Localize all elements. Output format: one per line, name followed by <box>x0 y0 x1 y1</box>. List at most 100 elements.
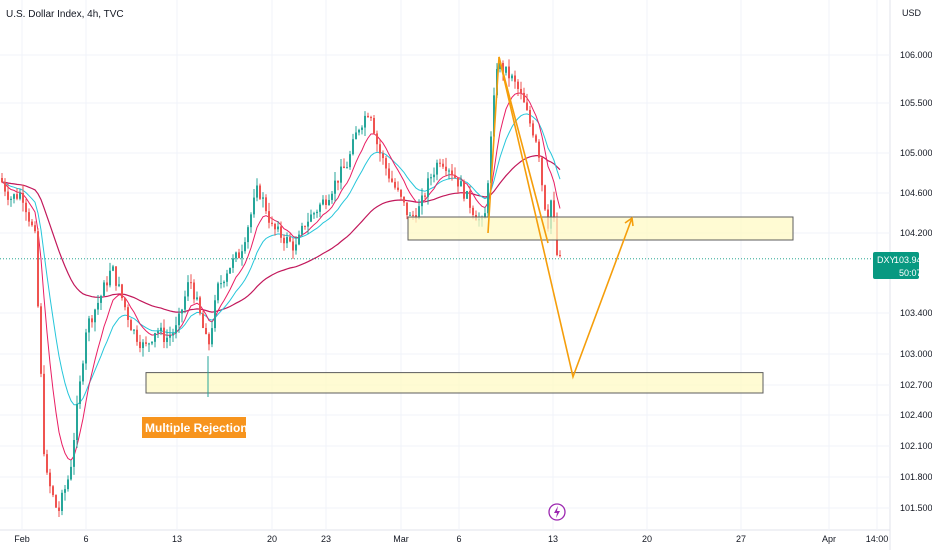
price-tick-label: 102.700 <box>900 380 932 390</box>
candle <box>370 115 372 121</box>
candle <box>208 332 210 351</box>
candle <box>508 59 510 87</box>
candle <box>361 125 363 135</box>
arrowhead <box>624 216 634 227</box>
candle <box>4 178 6 197</box>
price-tick-label: 105.000 <box>900 148 932 158</box>
candle <box>358 128 360 136</box>
candle <box>448 168 450 180</box>
candle <box>130 318 132 331</box>
candle <box>334 171 336 202</box>
candle <box>169 326 171 346</box>
projection-drawings[interactable] <box>487 56 634 380</box>
candle <box>235 251 237 263</box>
candle <box>52 484 54 498</box>
candle <box>247 225 249 249</box>
candle <box>64 485 66 501</box>
candle <box>142 339 144 357</box>
time-axis[interactable]: Feb 6 13 20 23 Mar 6 13 20 27 Apr 14:00 <box>14 534 888 544</box>
candle <box>61 489 63 516</box>
candle <box>232 254 234 273</box>
candle <box>34 221 36 234</box>
candle <box>514 70 516 89</box>
candle <box>256 178 258 202</box>
candle <box>424 192 426 201</box>
candle <box>115 266 117 291</box>
candle <box>127 304 129 328</box>
candle <box>373 115 375 135</box>
candle <box>397 181 399 192</box>
candle <box>139 334 141 353</box>
chart-grid <box>0 0 891 550</box>
annotation-multiple-rejection[interactable]: Multiple Rejection <box>142 417 248 438</box>
candle <box>535 133 537 143</box>
time-tick-label: Apr <box>822 534 836 544</box>
candle <box>76 395 78 449</box>
candle <box>82 360 84 385</box>
candle <box>466 190 468 199</box>
candle <box>253 189 255 218</box>
badge-background <box>873 252 919 279</box>
candle <box>403 196 405 206</box>
candle <box>112 264 114 272</box>
candle <box>418 199 420 220</box>
price-tick-label: 105.500 <box>900 98 932 108</box>
candle <box>388 162 390 183</box>
price-zones[interactable] <box>145 216 794 397</box>
candle <box>328 194 330 206</box>
price-tick-label: 103.400 <box>900 308 932 318</box>
candle <box>460 175 462 187</box>
candle <box>181 308 183 323</box>
candle <box>118 276 120 288</box>
time-tick-label: 6 <box>83 534 88 544</box>
candle <box>22 184 24 212</box>
badge-price: 103.942 <box>894 255 927 265</box>
candle <box>283 234 285 251</box>
candle <box>16 188 18 201</box>
candle <box>400 188 402 201</box>
time-tick-label: 20 <box>267 534 277 544</box>
candle <box>313 211 315 219</box>
candle <box>292 238 294 259</box>
candle <box>265 194 267 215</box>
candle <box>289 233 291 243</box>
candle <box>7 183 9 206</box>
candle <box>160 322 162 336</box>
candle <box>274 222 276 236</box>
support-zone-box <box>145 372 764 394</box>
candle <box>154 332 156 348</box>
candle <box>430 173 432 186</box>
candle <box>217 281 219 304</box>
candle <box>241 244 243 266</box>
candle <box>229 267 231 275</box>
candle <box>526 93 528 112</box>
candle <box>49 468 51 494</box>
candle <box>250 212 252 233</box>
candle <box>1 172 3 184</box>
candle <box>310 209 312 223</box>
candle <box>148 342 150 353</box>
candle <box>349 150 351 170</box>
candle <box>172 328 174 342</box>
candle <box>532 120 534 138</box>
candle <box>163 319 165 349</box>
lightning-icon[interactable] <box>548 503 566 521</box>
candle <box>91 315 93 328</box>
candle <box>301 222 303 237</box>
candle <box>145 336 147 347</box>
candle <box>124 297 126 311</box>
price-tick-label: 101.500 <box>900 503 932 513</box>
time-tick-label: 23 <box>321 534 331 544</box>
candle <box>205 323 207 335</box>
annotation-text: Multiple Rejection <box>145 421 248 435</box>
candle <box>355 126 357 140</box>
candle <box>187 275 189 301</box>
price-axis[interactable]: 106.000 105.500 105.000 104.600 104.200 103.4… <box>900 50 932 513</box>
candle <box>178 307 180 333</box>
candle <box>55 494 57 508</box>
candle <box>454 167 456 179</box>
candle <box>67 475 69 492</box>
projection-path <box>498 56 633 380</box>
time-tick-label: Feb <box>14 534 30 544</box>
